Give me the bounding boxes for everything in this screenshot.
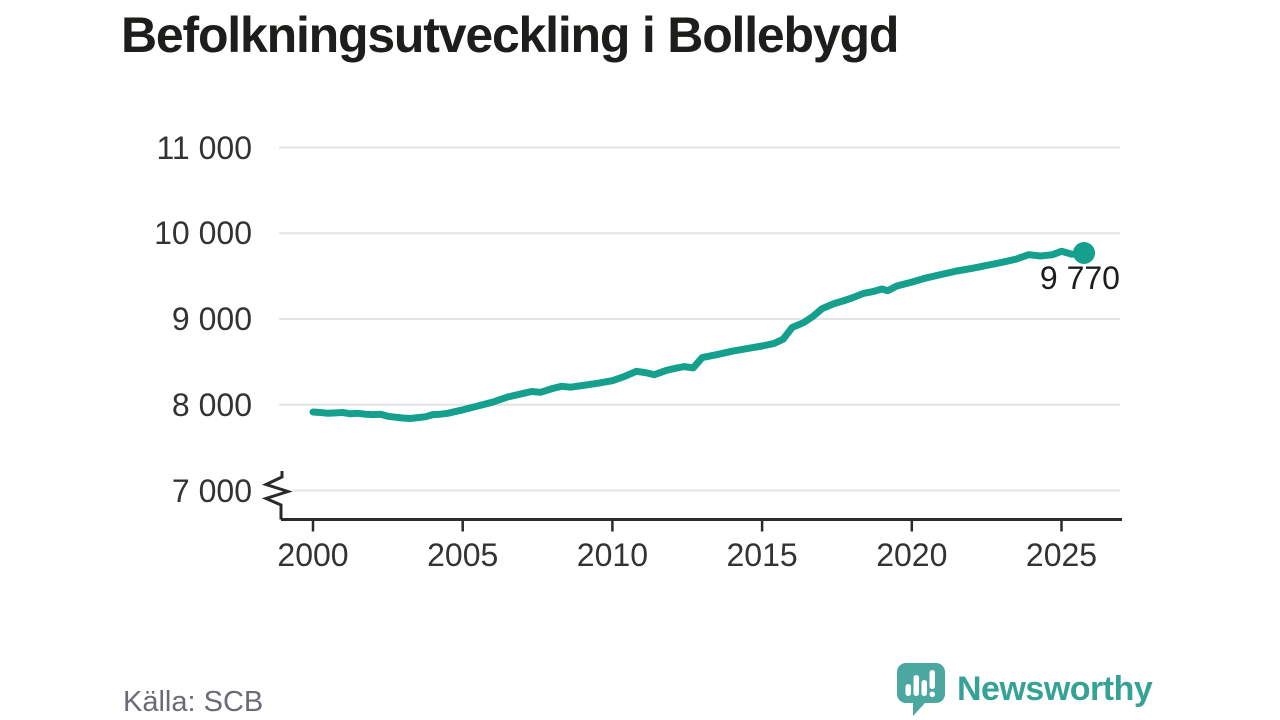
y-axis-break-icon xyxy=(261,471,293,520)
series-line-befolkning xyxy=(309,247,1088,422)
logo-exclamation-bar xyxy=(929,670,935,689)
latest-value-label: 9 770 xyxy=(1039,259,1120,296)
y-tick-label-11000: 11 000 xyxy=(156,129,253,166)
chart-title: Befolkningsutveckling i Bollebygd xyxy=(121,7,899,63)
y-tick-label-8000: 8 000 xyxy=(171,386,252,423)
x-tick-label-2000: 2000 xyxy=(277,537,349,573)
x-tick-label-2015: 2015 xyxy=(726,537,798,573)
y-tick-label-10000: 10 000 xyxy=(154,215,252,252)
gridlines xyxy=(279,146,1120,492)
logo-bar-mid xyxy=(921,680,927,696)
logo-bar-tall xyxy=(913,675,919,696)
source-label: Källa: SCB xyxy=(123,686,264,718)
series-end-dot xyxy=(1073,242,1095,264)
x-tick-label-2025: 2025 xyxy=(1025,537,1098,573)
x-tick-label-2010: 2010 xyxy=(576,537,648,573)
y-tick-label-7000: 7 000 xyxy=(171,472,252,509)
population-series xyxy=(309,242,1095,422)
y-tick-label-9000: 9 000 xyxy=(171,301,252,337)
newsworthy-logo: Newsworthy xyxy=(897,663,1153,717)
logo-bar-short xyxy=(905,684,911,696)
x-tick-label-2005: 2005 xyxy=(427,537,499,573)
x-tick-label-2020: 2020 xyxy=(876,537,948,573)
newsworthy-logo-icon xyxy=(897,663,945,716)
x-axis-ticks xyxy=(311,519,1063,532)
newsworthy-wordmark: Newsworthy xyxy=(957,670,1153,708)
logo-exclamation-dot xyxy=(929,691,935,697)
